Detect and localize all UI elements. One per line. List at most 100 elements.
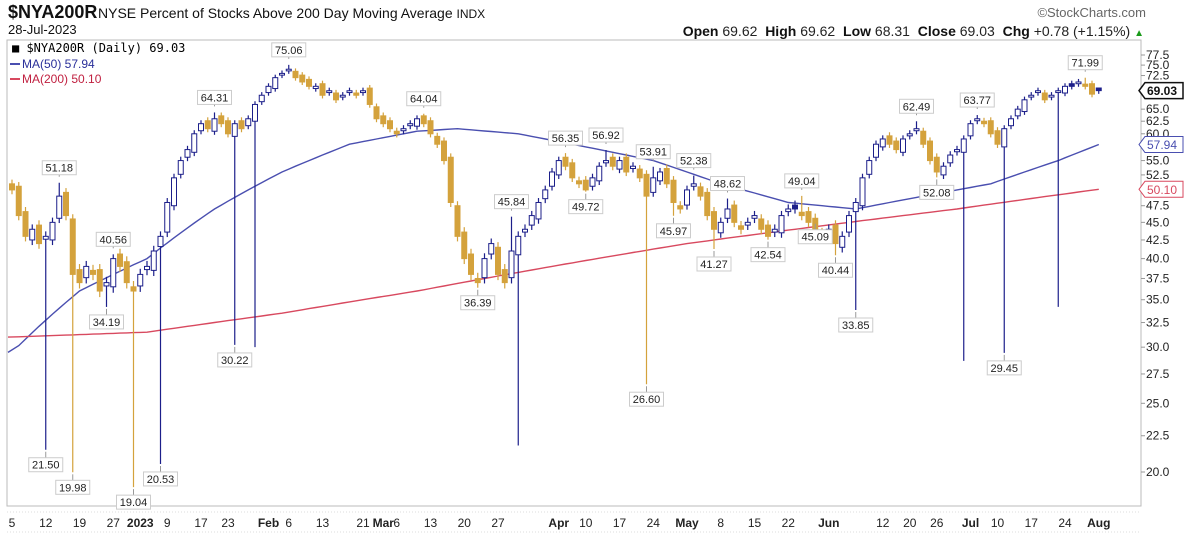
candle — [765, 220, 771, 240]
label-box — [55, 479, 91, 495]
candle — [778, 210, 785, 238]
label-text: 42.54 — [754, 250, 782, 262]
candle — [636, 165, 643, 183]
x-tick-label: 9 — [164, 516, 171, 530]
candle-body — [927, 140, 933, 162]
extreme-label: 75.06 — [271, 42, 307, 59]
candle — [542, 185, 549, 204]
candle-body — [164, 201, 171, 233]
label-box — [95, 231, 131, 247]
candle — [670, 176, 677, 216]
y-tick-label: 52.5 — [1146, 168, 1170, 182]
candle-body — [920, 130, 927, 145]
candle-body — [670, 179, 677, 203]
candle-body — [589, 177, 596, 187]
candle — [1062, 83, 1068, 97]
candle — [434, 132, 441, 148]
candle — [252, 101, 258, 348]
y-tick-label: 27.5 — [1146, 367, 1170, 381]
candle — [933, 153, 940, 178]
candle — [609, 153, 616, 171]
candle — [218, 112, 225, 128]
x-tick-label: 17 — [194, 516, 208, 530]
candle-body — [542, 189, 549, 200]
candle-body — [150, 250, 157, 271]
label-box — [197, 89, 232, 105]
x-tick-label: 22 — [782, 516, 796, 530]
candle — [846, 210, 852, 238]
candle-body — [535, 201, 542, 220]
candle-body — [387, 120, 393, 130]
extreme-label: 63.77 — [959, 92, 995, 110]
candle — [954, 145, 960, 156]
candle — [1055, 87, 1062, 307]
candle-body — [1075, 81, 1082, 85]
candle — [407, 120, 414, 130]
candle — [657, 167, 663, 186]
candle-body — [427, 120, 434, 135]
candle-body — [515, 235, 522, 256]
candle — [893, 137, 900, 154]
candle — [164, 198, 171, 238]
candle-body — [285, 68, 292, 72]
candle — [515, 231, 522, 446]
legend-main: ■ $NYA200R (Daily) 69.03 — [12, 41, 185, 55]
candle — [306, 76, 312, 90]
low-value: 68.31 — [874, 23, 910, 39]
candle — [623, 153, 630, 177]
candle-body — [9, 183, 15, 191]
label-box — [635, 144, 671, 160]
candle-body — [636, 168, 643, 179]
y-tick-label: 25.0 — [1146, 396, 1170, 410]
candle — [879, 135, 886, 151]
candle-body — [204, 120, 211, 130]
candle-body — [299, 74, 306, 83]
candle — [83, 260, 90, 284]
candle-body — [56, 195, 63, 219]
candle-body — [798, 211, 805, 217]
label-text: 53.91 — [639, 147, 667, 159]
label-text: 56.35 — [552, 133, 580, 145]
candle — [1035, 87, 1041, 96]
candle-body — [1021, 99, 1028, 113]
brand-logo[interactable]: ©StockCharts.com — [1037, 5, 1146, 20]
candle — [798, 195, 805, 221]
x-tick-label: 6 — [393, 516, 400, 530]
candle-body — [123, 261, 130, 284]
candle-body — [434, 135, 441, 145]
x-tick-label: 17 — [1025, 516, 1039, 530]
candle — [49, 217, 56, 246]
candle-body — [326, 90, 333, 94]
candle-body — [474, 277, 481, 284]
candle-body — [103, 282, 110, 287]
candle-body — [724, 208, 731, 219]
candle — [711, 207, 717, 249]
candle-body — [771, 228, 778, 233]
extreme-label: 45.97 — [656, 217, 691, 239]
label-box — [710, 176, 745, 192]
y-tick-label: 47.5 — [1146, 199, 1170, 213]
candle-body — [1089, 83, 1095, 95]
candle-body — [468, 253, 474, 275]
candle — [447, 153, 454, 208]
candle — [967, 120, 974, 140]
open-value: 69.62 — [722, 23, 758, 39]
candle — [643, 170, 650, 385]
candle — [454, 201, 461, 242]
x-tick-label: 12 — [876, 516, 890, 530]
x-tick-label: 6 — [285, 516, 292, 530]
candle-body — [373, 106, 380, 120]
label-text: 30.22 — [221, 355, 249, 367]
candle-body — [83, 265, 90, 279]
candle-body — [1048, 94, 1055, 98]
extreme-label: 53.91 — [635, 144, 671, 161]
candle — [427, 117, 434, 138]
candle-body — [211, 118, 218, 132]
candle — [461, 227, 468, 265]
x-tick-label: Mar — [373, 516, 395, 530]
candle — [508, 216, 515, 284]
candle-body — [29, 228, 36, 241]
candle-body — [650, 177, 657, 193]
candle — [157, 231, 164, 464]
